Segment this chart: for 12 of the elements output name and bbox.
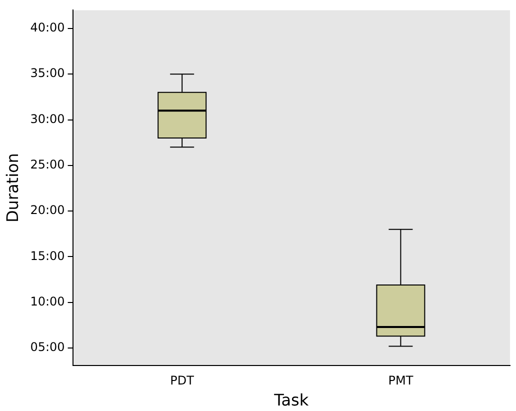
y-tick-label: 20:00 bbox=[30, 203, 65, 218]
y-tick-label: 35:00 bbox=[30, 66, 65, 80]
y-tick-label: 15:00 bbox=[30, 248, 65, 263]
y-tick-label: 25:00 bbox=[30, 158, 65, 172]
x-axis-title: Task bbox=[273, 390, 310, 410]
y-axis-title: Duration bbox=[2, 153, 22, 223]
y-tick-label: 40:00 bbox=[30, 20, 65, 35]
y-tick-label: 10:00 bbox=[30, 294, 65, 309]
x-tick-label: PMT bbox=[388, 374, 414, 388]
y-tick-label: 05:00 bbox=[30, 340, 65, 354]
x-tick-label: PDT bbox=[170, 374, 195, 388]
y-tick-label: 30:00 bbox=[30, 112, 65, 126]
